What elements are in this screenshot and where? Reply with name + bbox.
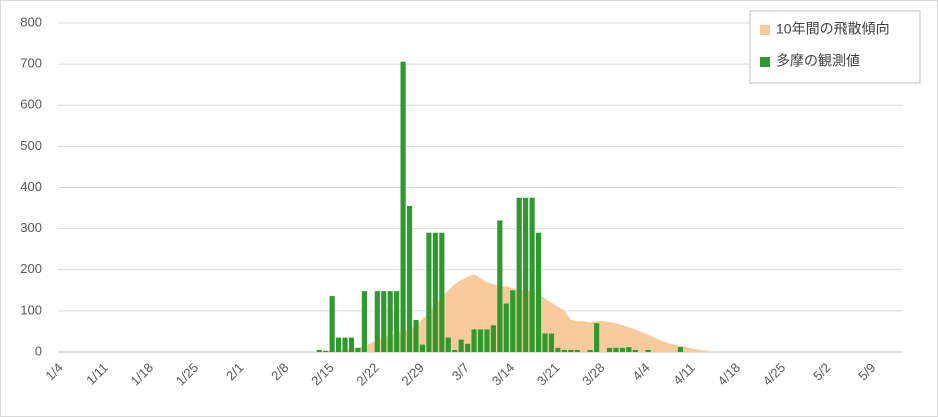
y-tick-label: 0: [35, 343, 42, 358]
y-tick-label: 300: [20, 220, 42, 235]
legend-box: [749, 10, 921, 84]
bar: [477, 329, 484, 352]
bar: [594, 323, 600, 352]
y-tick-label: 200: [20, 261, 42, 276]
bar: [619, 347, 625, 352]
y-tick-label: 700: [20, 56, 42, 71]
area: [61, 274, 900, 352]
bar: [497, 220, 503, 352]
bar: [568, 349, 574, 352]
bar: [374, 291, 380, 352]
bar: [387, 291, 393, 352]
legend-label: 多摩の観測値: [776, 53, 860, 69]
y-tick-label: 400: [20, 179, 42, 194]
bar: [361, 291, 367, 352]
bar: [471, 329, 477, 352]
marks: [61, 61, 900, 352]
bar: [426, 232, 432, 352]
bar: [587, 349, 593, 352]
bar: [465, 343, 471, 352]
bar: [419, 344, 426, 352]
y-tick-label: 500: [20, 138, 42, 153]
bar: [516, 197, 522, 352]
bar: [406, 206, 413, 352]
bar: [632, 349, 638, 352]
bar: [523, 197, 529, 352]
bar: [613, 347, 619, 352]
bar: [439, 232, 445, 352]
bar: [348, 337, 355, 352]
bar: [606, 347, 613, 352]
bar: [432, 232, 438, 352]
bar: [394, 291, 400, 352]
legend-swatch: [760, 57, 770, 67]
bar: [574, 349, 580, 352]
bar: [323, 350, 329, 352]
bar: [400, 61, 406, 352]
bar: [316, 349, 322, 352]
bar: [413, 319, 419, 352]
y-tick-label: 100: [20, 302, 42, 317]
bar: [355, 347, 361, 352]
y-tick-label: 600: [20, 97, 42, 112]
y-tick-label: 800: [20, 14, 42, 29]
bar: [452, 349, 458, 352]
bar: [542, 333, 548, 352]
bar: [548, 333, 555, 352]
bar: [503, 303, 509, 352]
bar: [535, 232, 542, 352]
bar: [458, 339, 464, 352]
bar: [677, 347, 684, 352]
bar: [484, 329, 490, 352]
bar: [445, 337, 451, 352]
bar: [490, 325, 496, 352]
bar: [329, 296, 335, 352]
legend-label: 10年間の飛散傾向: [776, 21, 890, 37]
bar: [510, 290, 516, 352]
bar: [626, 347, 632, 352]
bar: [555, 347, 561, 352]
bar: [561, 349, 567, 352]
bar: [381, 291, 387, 352]
legend-swatch: [760, 25, 770, 35]
bar: [529, 197, 535, 352]
bar: [645, 349, 651, 352]
bar: [336, 337, 342, 352]
bar: [342, 337, 348, 352]
